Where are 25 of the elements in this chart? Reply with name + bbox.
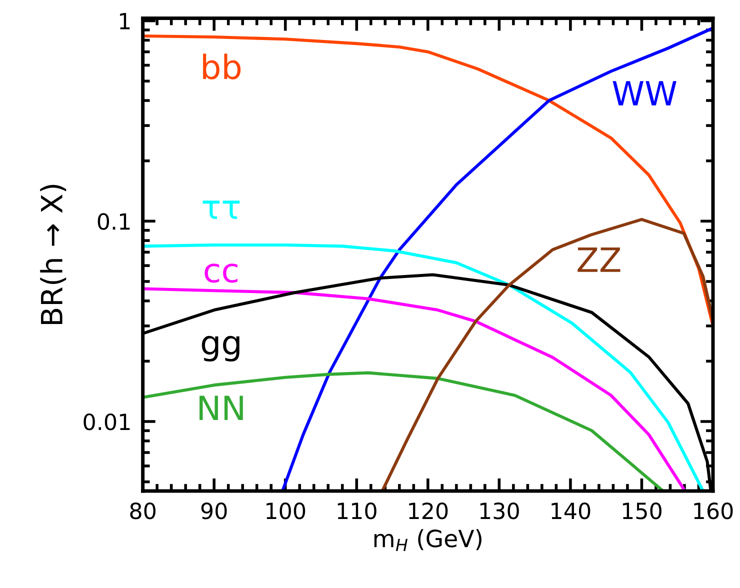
x-tick-label: 130 — [480, 502, 519, 520]
annotation: ττ — [202, 200, 240, 219]
annotation: bb — [203, 54, 241, 80]
y-axis-title: BR(h → X) — [40, 184, 66, 324]
x-tick-label: 150 — [622, 502, 662, 520]
y-tick-label: 0.01 — [84, 413, 130, 430]
annotation: gg — [202, 336, 240, 362]
line-series — [142, 371, 665, 491]
x-axis-title: m$_{H}$ (GeV) — [374, 529, 482, 551]
x-tick-label: 100 — [266, 502, 306, 520]
x-tick-label: 80 — [130, 502, 156, 520]
annotation: ZZ — [578, 248, 620, 272]
x-tick-label: 120 — [409, 502, 448, 520]
annotation: WW — [612, 81, 676, 106]
line-series — [380, 218, 713, 491]
annotation: cc — [204, 264, 238, 283]
line-series — [280, 26, 713, 491]
x-tick-label: 110 — [338, 502, 376, 520]
y-tick-label: 0.1 — [98, 213, 130, 230]
line-series — [142, 34, 713, 328]
x-tick-label: 160 — [694, 502, 733, 520]
x-tick-label: 90 — [201, 502, 227, 520]
annotation: NN — [200, 396, 243, 420]
x-tick-label: 140 — [552, 502, 590, 520]
y-tick-label: 1 — [120, 13, 130, 30]
